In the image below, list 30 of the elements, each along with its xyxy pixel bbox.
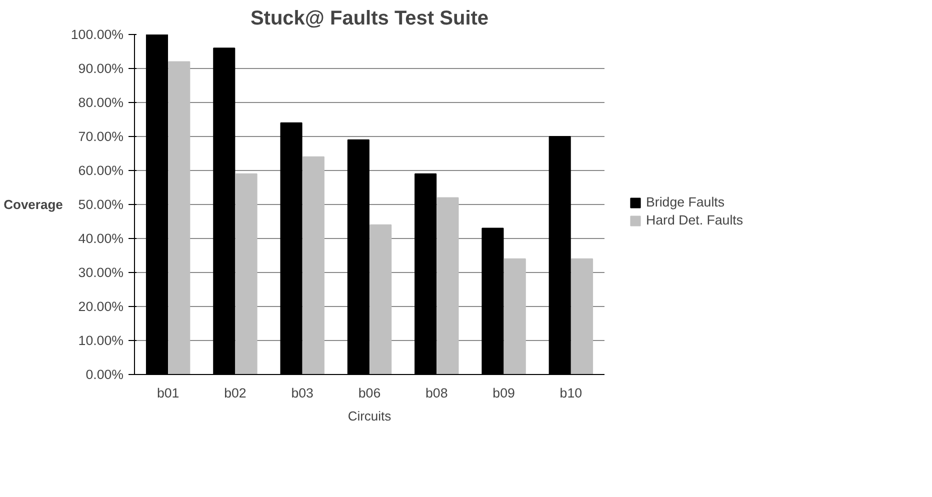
y-tick-label: 50.00% (78, 197, 124, 212)
x-tick-label: b08 (426, 386, 448, 400)
y-axis-title: Coverage (4, 197, 63, 212)
x-tick-label: b06 (358, 386, 381, 400)
x-tick-label: b10 (560, 386, 582, 400)
x-tick-label: b02 (224, 386, 246, 400)
x-tick-label: b09 (492, 386, 515, 400)
legend-label: Bridge Faults (646, 194, 725, 210)
y-tick-label: 40.00% (78, 231, 124, 246)
y-tick-label: 30.00% (78, 265, 124, 280)
y-tick-label: 80.00% (78, 95, 124, 110)
legend-label: Hard Det. Faults (646, 212, 744, 228)
x-axis-title: Circuits (348, 408, 392, 424)
y-tick-label: 100.00% (70, 27, 124, 42)
y-tick-label: 60.00% (78, 163, 124, 178)
bar (570, 258, 594, 374)
y-tick-label: 20.00% (78, 299, 124, 314)
y-tick-label: 10.00% (78, 333, 124, 348)
chart-title: Stuck@ Faults Test Suite (250, 8, 489, 30)
y-tick-label: 90.00% (78, 61, 124, 76)
bar (436, 197, 459, 374)
y-tick-label: 70.00% (78, 129, 124, 144)
y-tick-label: 0.00% (86, 367, 124, 382)
bar (370, 224, 392, 374)
bar (235, 173, 258, 374)
x-tick-label: b01 (156, 386, 180, 400)
x-tick-label: b03 (291, 386, 314, 400)
bar (302, 156, 324, 374)
bar (168, 61, 190, 374)
bar (504, 258, 526, 374)
